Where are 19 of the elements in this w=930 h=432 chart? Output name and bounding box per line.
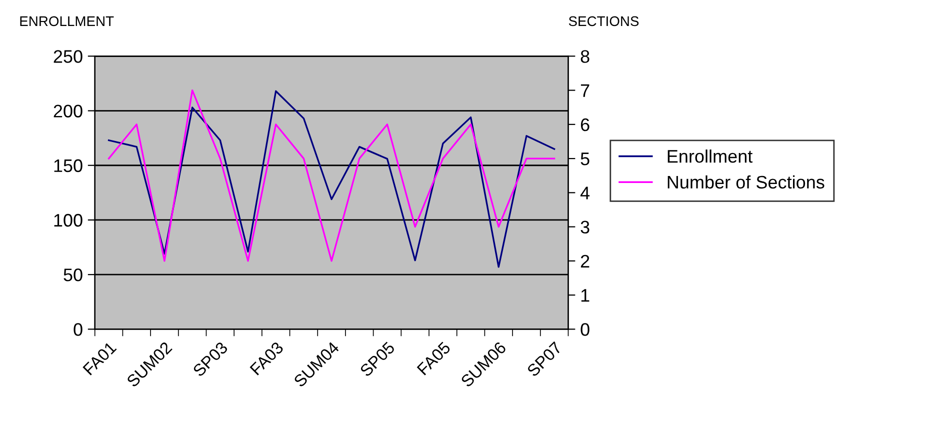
y2-tick-label: 1 bbox=[581, 289, 590, 302]
legend-label: Enrollment bbox=[668, 149, 753, 163]
y-tick-label: 200 bbox=[54, 104, 82, 118]
y2-tick-label: 0 bbox=[580, 323, 590, 336]
y2-tick-label: 7 bbox=[580, 84, 590, 97]
y-tick-label: 100 bbox=[54, 214, 82, 227]
y-tick-label: 150 bbox=[54, 159, 82, 172]
y2-tick-label: 5 bbox=[580, 152, 590, 166]
y-tick-label: 50 bbox=[64, 268, 82, 282]
y2-tick-label: 3 bbox=[580, 220, 590, 234]
y2-tick-label: 2 bbox=[580, 254, 590, 268]
y2-tick-label: 6 bbox=[580, 118, 590, 132]
y2-tick-label: 8 bbox=[580, 50, 590, 63]
legend-label: Number of Sections bbox=[668, 175, 824, 189]
y2-axis-title: SECTIONS bbox=[568, 16, 639, 26]
y-axis-title: ENROLLMENT bbox=[20, 16, 114, 26]
y-tick-label: 250 bbox=[54, 50, 82, 63]
y-tick-label: 0 bbox=[74, 323, 82, 336]
y2-tick-label: 4 bbox=[580, 186, 590, 200]
